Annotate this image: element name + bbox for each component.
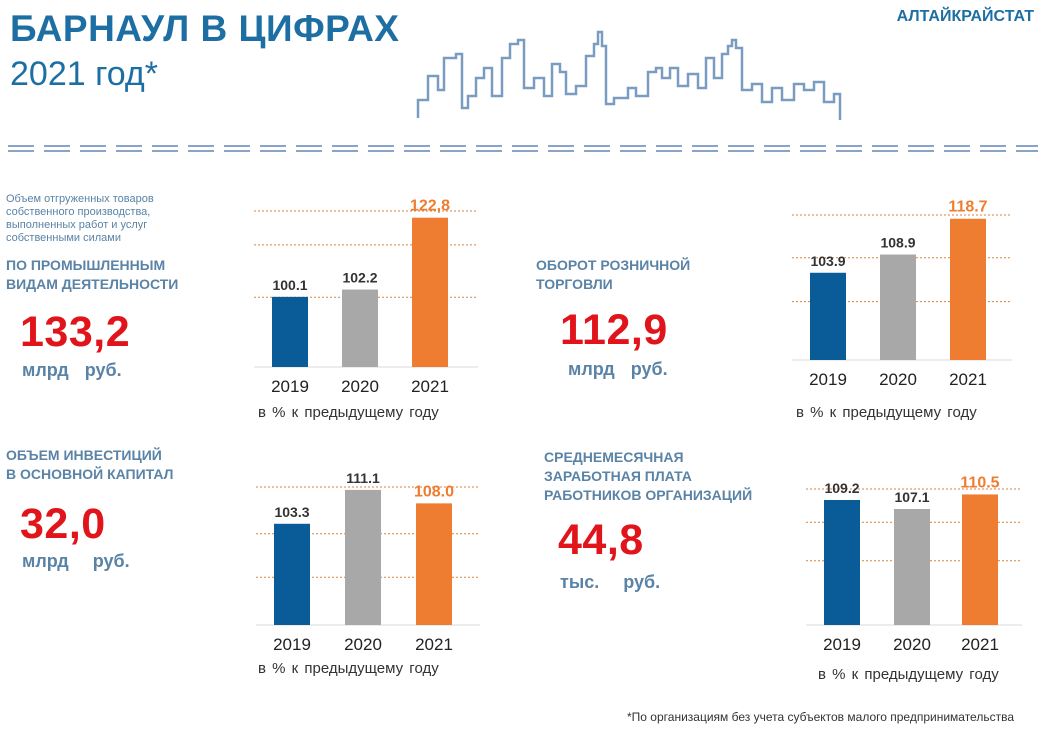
retail-data-label-2020: 108.9 [880,235,915,251]
industry-bar-2019 [272,296,308,367]
industry-category-2019: 2019 [271,377,309,396]
retail-unit: млрд руб. [568,359,668,379]
industry-unit: млрд руб. [22,360,122,380]
wage-bar-2020 [894,508,930,625]
retail-category-2021: 2021 [949,370,987,389]
industry-bar-2020 [342,289,378,367]
wage-data-label-2021: 110.5 [960,474,999,491]
investment-value: 32,0 [20,500,106,548]
investment-bar-2019 [274,523,310,625]
investment-data-label-2020: 111.1 [346,470,380,486]
wage-chart-svg: 109.2 2019 107.1 2020 110.5 2021 [806,474,1022,654]
retail-chart: 103.9 2019 108.9 2020 118.7 2021 [792,186,1012,400]
wage-data-label-2020: 107.1 [894,489,929,505]
retail-category-2020: 2020 [879,370,917,389]
wage-bar-2019 [824,499,860,625]
investment-category-2020: 2020 [344,635,382,654]
investment-unit: млрд руб. [22,551,130,571]
investment-label: ОБЪЕМ ИНВЕСТИЦИЙ В ОСНОВНОЙ КАПИТАЛ [6,447,174,482]
industry-chart-caption: в % к предыдущему году [258,404,439,421]
industry-category-2020: 2020 [341,377,379,396]
section-divider [8,145,1038,152]
investment-chart: 103.3 2019 111.1 2020 108.0 2021 [256,460,480,665]
wage-chart-caption: в % к предыдущему году [818,666,999,683]
retail-data-label-2019: 103.9 [810,253,845,269]
brand-name: АЛТАЙКРАЙСТАТ [896,8,1034,25]
investment-bar-2020 [345,489,381,625]
investment-chart-caption: в % к предыдущему году [258,660,439,677]
retail-chart-caption: в % к предыдущему году [796,404,977,421]
retail-data-label-2021: 118.7 [948,199,987,216]
industry-value: 133,2 [20,308,131,356]
industry-category-2021: 2021 [411,377,449,396]
wage-value: 44,8 [558,516,644,564]
wage-data-label-2019: 109.2 [824,480,859,496]
retail-bar-2019 [810,272,846,360]
investment-category-2021: 2021 [415,635,453,654]
footnote: *По организациям без учета субъектов мал… [627,710,1014,724]
industry-chart: 100.1 2019 102.2 2020 122,8 2021 [254,186,478,409]
industry-data-label-2019: 100.1 [272,277,307,293]
industry-label: ПО ПРОМЫШЛЕННЫМ ВИДАМ ДЕЯТЕЛЬНОСТИ [6,257,179,292]
wage-chart: 109.2 2019 107.1 2020 110.5 2021 [806,460,1022,665]
industry-data-label-2020: 102.2 [342,270,377,286]
investment-data-label-2021: 108.0 [414,483,454,500]
investment-chart-svg: 103.3 2019 111.1 2020 108.0 2021 [256,470,480,654]
retail-bar-2020 [880,254,916,360]
industry-bar-2021 [412,217,448,367]
wage-category-2021: 2021 [961,635,999,654]
retail-value: 112,9 [560,306,668,354]
investment-bar-2021 [416,503,452,625]
investment-category-2019: 2019 [273,635,311,654]
retail-chart-svg: 103.9 2019 108.9 2020 118.7 2021 [792,199,1012,389]
wage-unit: тыс. руб. [560,572,661,592]
city-skyline-icon [416,30,842,120]
wage-category-2020: 2020 [893,635,931,654]
wage-category-2019: 2019 [823,635,861,654]
industry-description: Объем отгруженных товаров собственного п… [6,193,154,244]
page-subtitle: 2021 год* [10,55,158,93]
retail-bar-2021 [950,218,986,360]
wage-label: СРЕДНЕМЕСЯЧНАЯ ЗАРАБОТНАЯ ПЛАТА РАБОТНИК… [544,449,753,503]
investment-data-label-2019: 103.3 [274,504,309,520]
retail-label: ОБОРОТ РОЗНИЧНОЙ ТОРГОВЛИ [536,257,691,292]
industry-data-label-2021: 122,8 [410,198,450,215]
industry-chart-svg: 100.1 2019 102.2 2020 122,8 2021 [254,198,478,396]
wage-bar-2021 [962,494,998,625]
retail-category-2019: 2019 [809,370,847,389]
page-title: БАРНАУЛ В ЦИФРАХ [10,8,400,49]
